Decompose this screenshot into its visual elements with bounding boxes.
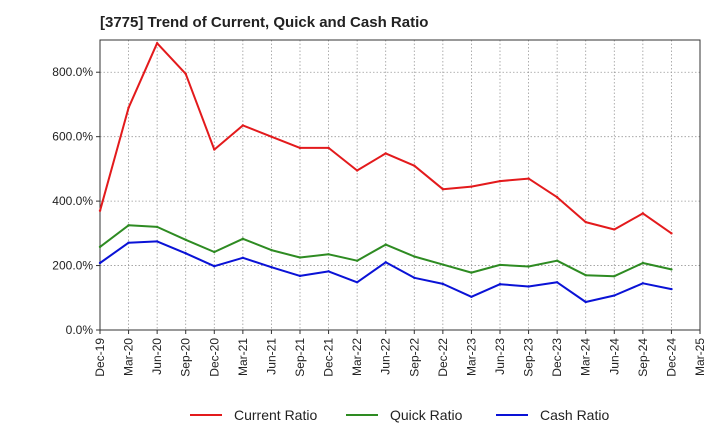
data-point-cash-ratio [641,282,645,285]
data-point-quick-ratio [641,261,645,265]
data-point-cash-ratio [441,282,445,286]
data-point-current-ratio [241,124,245,127]
data-point-quick-ratio [213,250,216,254]
x-tick-label: Jun-20 [150,338,164,375]
x-tick-label: Sep-24 [636,338,650,377]
data-point-quick-ratio [470,271,473,274]
data-point-quick-ratio [327,253,330,256]
x-tick-label: Dec-24 [664,338,678,377]
data-point-current-ratio [384,152,387,155]
data-point-quick-ratio [298,256,302,259]
x-tick-label: Sep-22 [407,338,421,377]
data-point-cash-ratio [670,287,673,291]
x-tick-label: Sep-20 [179,338,193,377]
data-point-quick-ratio [555,259,559,262]
data-point-cash-ratio [184,252,187,255]
data-point-current-ratio [670,232,673,235]
data-point-current-ratio [127,106,130,109]
x-tick-label: Mar-24 [579,338,593,376]
plot-frame [99,39,701,331]
data-point-cash-ratio [327,270,330,273]
data-point-cash-ratio [498,283,502,286]
data-point-current-ratio [327,146,330,150]
x-tick-label: Jun-21 [264,338,278,375]
data-point-cash-ratio [384,261,387,264]
legend-label-quick-ratio: Quick Ratio [390,407,463,423]
x-tick-label: Mar-20 [122,338,136,376]
x-tick-label: Mar-23 [464,338,478,376]
legend-label-current-ratio: Current Ratio [234,407,317,423]
data-point-quick-ratio [155,225,159,229]
data-point-quick-ratio [527,265,530,268]
data-point-quick-ratio [498,263,502,267]
data-point-current-ratio [213,148,216,151]
x-tick-label: Dec-22 [436,338,450,377]
data-point-current-ratio [555,196,559,199]
x-tick-label: Jun-22 [379,338,393,375]
data-point-quick-ratio [355,259,359,262]
data-point-current-ratio [613,228,616,231]
x-tick-label: Dec-21 [322,338,336,377]
data-point-quick-ratio [584,274,587,277]
data-point-cash-ratio [413,276,416,279]
data-point-current-ratio [441,187,445,191]
x-tick-label: Mar-25 [693,338,707,376]
data-point-current-ratio [270,135,273,138]
data-point-current-ratio [641,212,645,215]
data-point-cash-ratio [98,261,102,265]
data-point-quick-ratio [613,274,616,278]
x-tick-label: Sep-21 [293,338,307,377]
y-tick-label: 400.0% [52,194,93,208]
data-point-quick-ratio [441,263,445,266]
x-tick-label: Dec-20 [207,338,221,377]
data-point-quick-ratio [127,224,130,227]
data-point-quick-ratio [98,245,102,249]
x-tick-label: Mar-22 [350,338,364,376]
data-point-cash-ratio [213,265,216,268]
data-point-cash-ratio [127,241,130,244]
data-point-quick-ratio [670,268,673,271]
data-point-current-ratio [184,72,187,76]
y-tick-label: 800.0% [52,65,93,79]
data-point-current-ratio [527,177,530,180]
data-point-quick-ratio [270,248,273,252]
data-point-cash-ratio [584,300,587,304]
data-point-current-ratio [155,42,159,45]
data-point-current-ratio [98,209,102,212]
x-tick-label: Mar-21 [236,338,250,376]
x-tick-label: Sep-23 [522,338,536,377]
data-point-quick-ratio [241,237,245,241]
data-point-current-ratio [470,185,473,188]
data-point-cash-ratio [241,256,245,260]
chart-title: [3775] Trend of Current, Quick and Cash … [100,14,429,31]
x-tick-label: Jun-24 [607,338,621,375]
data-point-cash-ratio [527,285,530,288]
data-point-cash-ratio [355,281,359,284]
data-point-quick-ratio [413,255,416,258]
data-point-cash-ratio [298,274,302,278]
data-point-quick-ratio [184,238,187,241]
data-point-cash-ratio [470,295,473,299]
y-tick-label: 200.0% [52,259,93,273]
data-point-cash-ratio [613,294,616,297]
data-point-cash-ratio [155,240,159,243]
legend-label-cash-ratio: Cash Ratio [540,407,609,423]
data-point-current-ratio [413,164,416,167]
y-tick-label: 600.0% [52,130,93,144]
x-tick-label: Dec-23 [550,338,564,377]
data-point-quick-ratio [384,243,387,246]
data-point-current-ratio [584,220,587,224]
data-point-current-ratio [498,179,502,183]
data-point-current-ratio [298,146,302,150]
data-point-current-ratio [355,169,359,172]
x-tick-label: Jun-23 [493,338,507,375]
y-tick-label: 0.0% [66,323,94,337]
data-point-cash-ratio [270,265,273,269]
data-point-cash-ratio [555,281,559,284]
x-tick-label: Dec-19 [93,338,107,377]
